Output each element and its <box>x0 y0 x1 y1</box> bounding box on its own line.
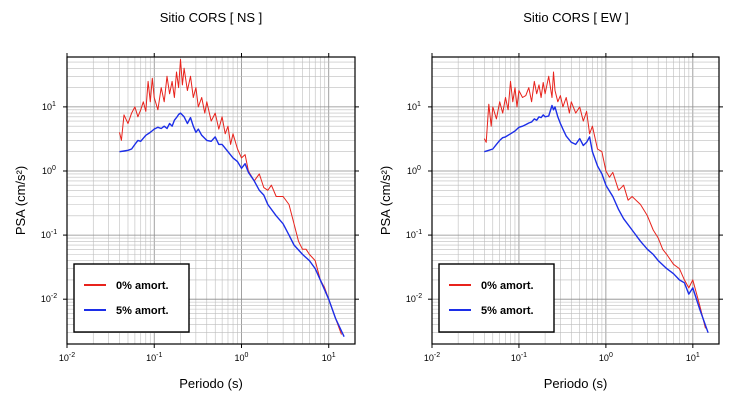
x-tick-label: 10-2 <box>59 352 75 363</box>
axis-frame <box>66 56 356 345</box>
y-tick-label: 10-1 <box>41 229 57 240</box>
x-tick-label: 10-1 <box>146 352 162 363</box>
series-line-amort-0 <box>483 71 706 329</box>
series-line-amort-0 <box>119 58 342 335</box>
chart-title: Sitio CORS [ NS ] <box>160 10 263 25</box>
y-tick-label: 10-2 <box>41 293 57 304</box>
y-axis-label: PSA (cm/s²) <box>378 166 393 235</box>
x-tick-label: 101 <box>322 352 336 363</box>
x-tick-label: 10-2 <box>424 352 440 363</box>
chart-ns: 10-2 10-1 100 101 10-2 10-1 100 101 Sitio CORS [… <box>13 10 359 391</box>
x-axis-label: Periodo (s) <box>179 376 243 391</box>
series-group <box>119 58 345 337</box>
legend: 0% amort. 5% amort. <box>73 263 190 333</box>
series-line-amort-5 <box>484 104 709 333</box>
series-group <box>483 71 709 333</box>
legend-label: 0% amort. <box>116 280 169 292</box>
y-tick-label: 100 <box>407 165 421 176</box>
axis-frame <box>431 56 720 345</box>
y-tick-label: 101 <box>407 101 421 112</box>
y-tick-label: 10-1 <box>406 229 422 240</box>
series-line-amort-5 <box>119 112 345 337</box>
legend: 0% amort. 5% amort. <box>438 263 555 333</box>
chart-title: Sitio CORS [ EW ] <box>523 10 628 25</box>
legend-box <box>73 263 190 333</box>
chart-ew: 10-2 10-1 100 101 10-2 10-1 100 101 Sitio CORS [… <box>378 10 723 391</box>
legend-label: 5% amort. <box>116 305 169 317</box>
y-axis-label: PSA (cm/s²) <box>13 166 28 235</box>
x-axis-label: Periodo (s) <box>544 376 608 391</box>
y-tick-label: 100 <box>42 165 56 176</box>
x-tick-label: 10-1 <box>511 352 527 363</box>
legend-box <box>438 263 555 333</box>
legend-label: 5% amort. <box>481 305 534 317</box>
x-tick-label: 100 <box>599 352 613 363</box>
x-tick-label: 101 <box>686 352 700 363</box>
tick-marks <box>63 53 359 348</box>
legend-label: 0% amort. <box>481 280 534 292</box>
tick-marks <box>428 53 723 348</box>
y-tick-label: 10-2 <box>406 293 422 304</box>
x-tick-label: 100 <box>235 352 249 363</box>
y-tick-label: 101 <box>42 101 56 112</box>
